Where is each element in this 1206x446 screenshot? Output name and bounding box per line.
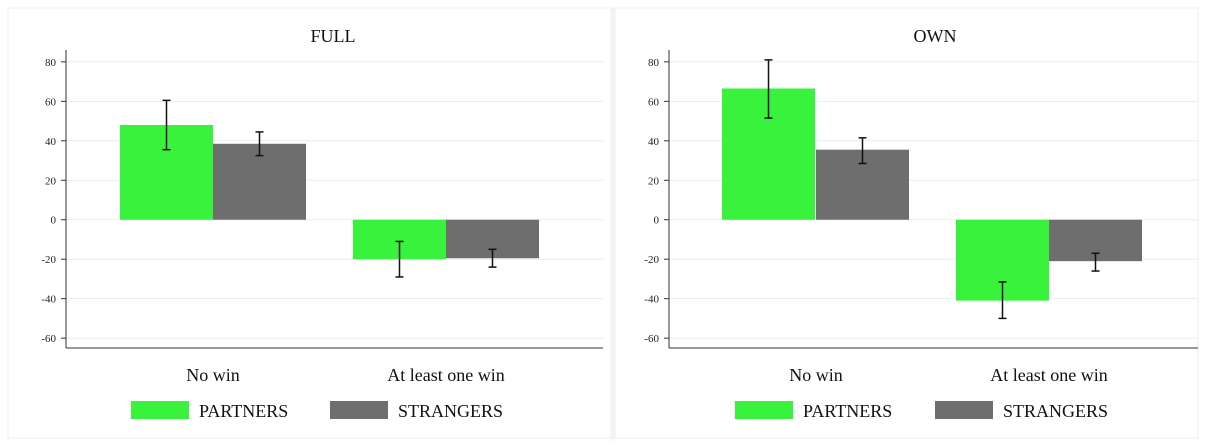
y-tick-label: 20 (45, 175, 57, 187)
legend-label-partners: PARTNERS (803, 401, 892, 421)
y-tick-label: 60 (45, 96, 57, 108)
legend-label-strangers: STRANGERS (398, 401, 503, 421)
y-tick-label: -60 (41, 333, 56, 345)
x-category-label: No win (789, 365, 843, 385)
bar-strangers-1 (213, 143, 306, 220)
legend-swatch-partners (131, 401, 189, 419)
y-tick-label: 60 (648, 96, 660, 108)
legend-swatch-strangers (935, 401, 993, 419)
y-tick-label: 20 (648, 175, 660, 187)
legend-label-partners: PARTNERS (199, 401, 288, 421)
chart-panel-1: -60 -40 -20 0 20 40 60 80 FULL No win At least one… (7, 7, 612, 439)
y-tick-label: 80 (45, 57, 57, 69)
y-tick-label: -20 (41, 254, 56, 266)
y-tick-label: -40 (644, 294, 659, 306)
y-tick-label: -20 (644, 254, 659, 266)
legend-swatch-partners (735, 401, 793, 419)
y-tick-label: 40 (648, 136, 660, 148)
y-tick-label: 40 (45, 136, 57, 148)
legend-label-strangers: STRANGERS (1003, 401, 1108, 421)
x-category-label: No win (186, 365, 240, 385)
panel-frame (614, 7, 1199, 439)
chart-panel-2: -60 -40 -20 0 20 40 60 80 OWN No win At least one … (614, 7, 1199, 439)
chart-title: FULL (311, 26, 356, 46)
y-tick-label: -40 (41, 294, 56, 306)
y-tick-label: 80 (648, 57, 660, 69)
x-category-label: At least one win (387, 365, 504, 385)
y-tick-label: -60 (644, 333, 659, 345)
panel-frame (7, 7, 612, 439)
y-tick-label: 0 (654, 215, 660, 227)
legend-swatch-strangers (330, 401, 388, 419)
chart-title: OWN (914, 26, 957, 46)
y-tick-label: 0 (51, 215, 57, 227)
x-category-label: At least one win (990, 365, 1107, 385)
